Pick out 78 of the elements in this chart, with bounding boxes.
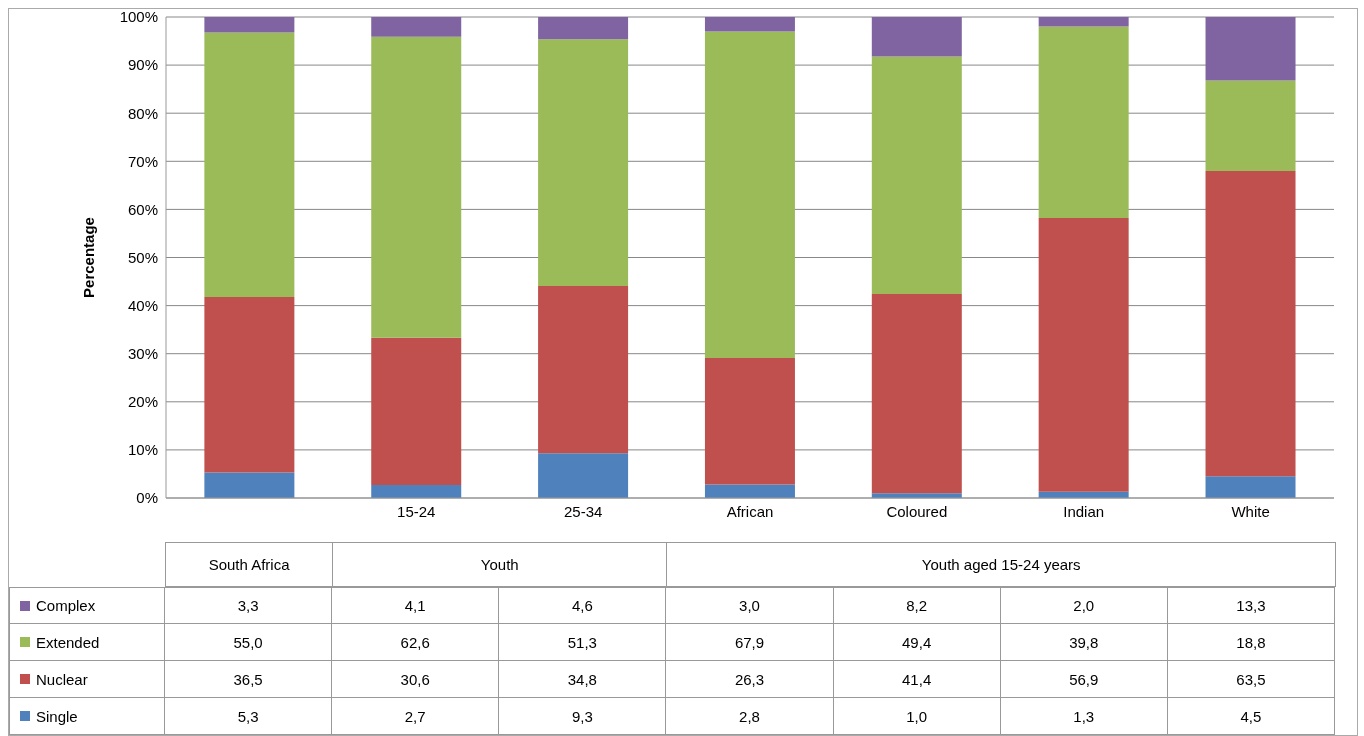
- y-tick-label: 10%: [127, 441, 158, 459]
- data-label: 8,2: [833, 587, 1001, 624]
- x-tick-label: Indian: [1063, 502, 1105, 520]
- bar: [871, 294, 962, 494]
- data-label: 1,0: [833, 698, 1001, 735]
- data-label: 41,4: [833, 661, 1001, 698]
- legend-label: Nuclear: [36, 670, 88, 688]
- data-label: 4,1: [332, 587, 500, 624]
- bar: [1205, 17, 1296, 81]
- data-label: 18,8: [1167, 624, 1335, 661]
- bar: [538, 453, 629, 498]
- legend-label: Extended: [36, 633, 100, 651]
- bar: [371, 485, 462, 498]
- x-tick-label: African: [726, 502, 774, 520]
- y-tick-label: 70%: [127, 152, 158, 170]
- data-label: 63,5: [1167, 661, 1335, 698]
- y-tick-label: 80%: [127, 104, 158, 122]
- bar: [371, 36, 462, 338]
- data-label: 26,3: [666, 661, 834, 698]
- bar: [871, 56, 962, 295]
- data-label: 56,9: [1000, 661, 1168, 698]
- y-tick-label: 20%: [127, 393, 158, 411]
- data-label: 36,5: [165, 661, 333, 698]
- y-tick-label: 40%: [127, 296, 158, 314]
- y-axis-title: Percentage: [80, 217, 98, 298]
- data-label: 4,5: [1167, 698, 1335, 735]
- bar: [1205, 80, 1296, 171]
- y-tick-label: 0%: [136, 489, 158, 507]
- data-label: 39,8: [1000, 624, 1168, 661]
- x-tick-label: 25-34: [563, 502, 603, 520]
- data-label: 30,6: [332, 661, 500, 698]
- x-tick-label: Coloured: [886, 502, 948, 520]
- bar: [1038, 26, 1129, 219]
- data-label: 2,0: [1000, 587, 1168, 624]
- data-label: 2,8: [666, 698, 834, 735]
- data-label: 4,6: [499, 587, 667, 624]
- bar: [1038, 218, 1129, 492]
- y-tick-label: 100%: [119, 8, 158, 26]
- data-label: 9,3: [499, 698, 667, 735]
- text: Youth aged 15-24 years: [667, 543, 1336, 587]
- text: South Africa: [166, 543, 334, 587]
- legend-label: Single: [36, 707, 78, 725]
- data-label: 34,8: [499, 661, 667, 698]
- data-label: 62,6: [332, 624, 500, 661]
- data-label: 3,0: [666, 587, 834, 624]
- y-tick-label: 30%: [127, 345, 158, 363]
- x-tick-label: 15-24: [397, 502, 436, 520]
- data-label: 55,0: [165, 624, 333, 661]
- x-tick-label: White: [1231, 502, 1270, 520]
- y-tick-label: 90%: [127, 56, 158, 74]
- bar: [1205, 170, 1296, 477]
- text: Youth: [333, 543, 668, 587]
- bar: [371, 17, 462, 37]
- bar: [371, 337, 462, 486]
- bar: [704, 358, 795, 485]
- bar: [871, 17, 962, 57]
- bar: [204, 296, 295, 473]
- bar: [1038, 17, 1129, 27]
- bar: [1205, 476, 1296, 498]
- data-label: 5,3: [165, 698, 333, 735]
- y-tick-label: 60%: [127, 200, 158, 218]
- data-label: 2,7: [332, 698, 500, 735]
- bar: [204, 472, 295, 498]
- data-label: 3,3: [165, 587, 333, 624]
- data-label: 51,3: [499, 624, 667, 661]
- bar: [538, 17, 629, 40]
- data-label: 67,9: [666, 624, 834, 661]
- data-label: 13,3: [1167, 587, 1335, 624]
- legend-label: Complex: [36, 597, 96, 614]
- data-label: 49,4: [833, 624, 1001, 661]
- bar: [538, 285, 629, 454]
- data-label: 1,3: [1000, 698, 1168, 735]
- bar: [704, 31, 795, 359]
- bar: [538, 39, 629, 286]
- bar: [204, 17, 295, 33]
- y-tick-label: 50%: [127, 248, 158, 266]
- bar: [204, 32, 295, 297]
- bar: [704, 17, 795, 32]
